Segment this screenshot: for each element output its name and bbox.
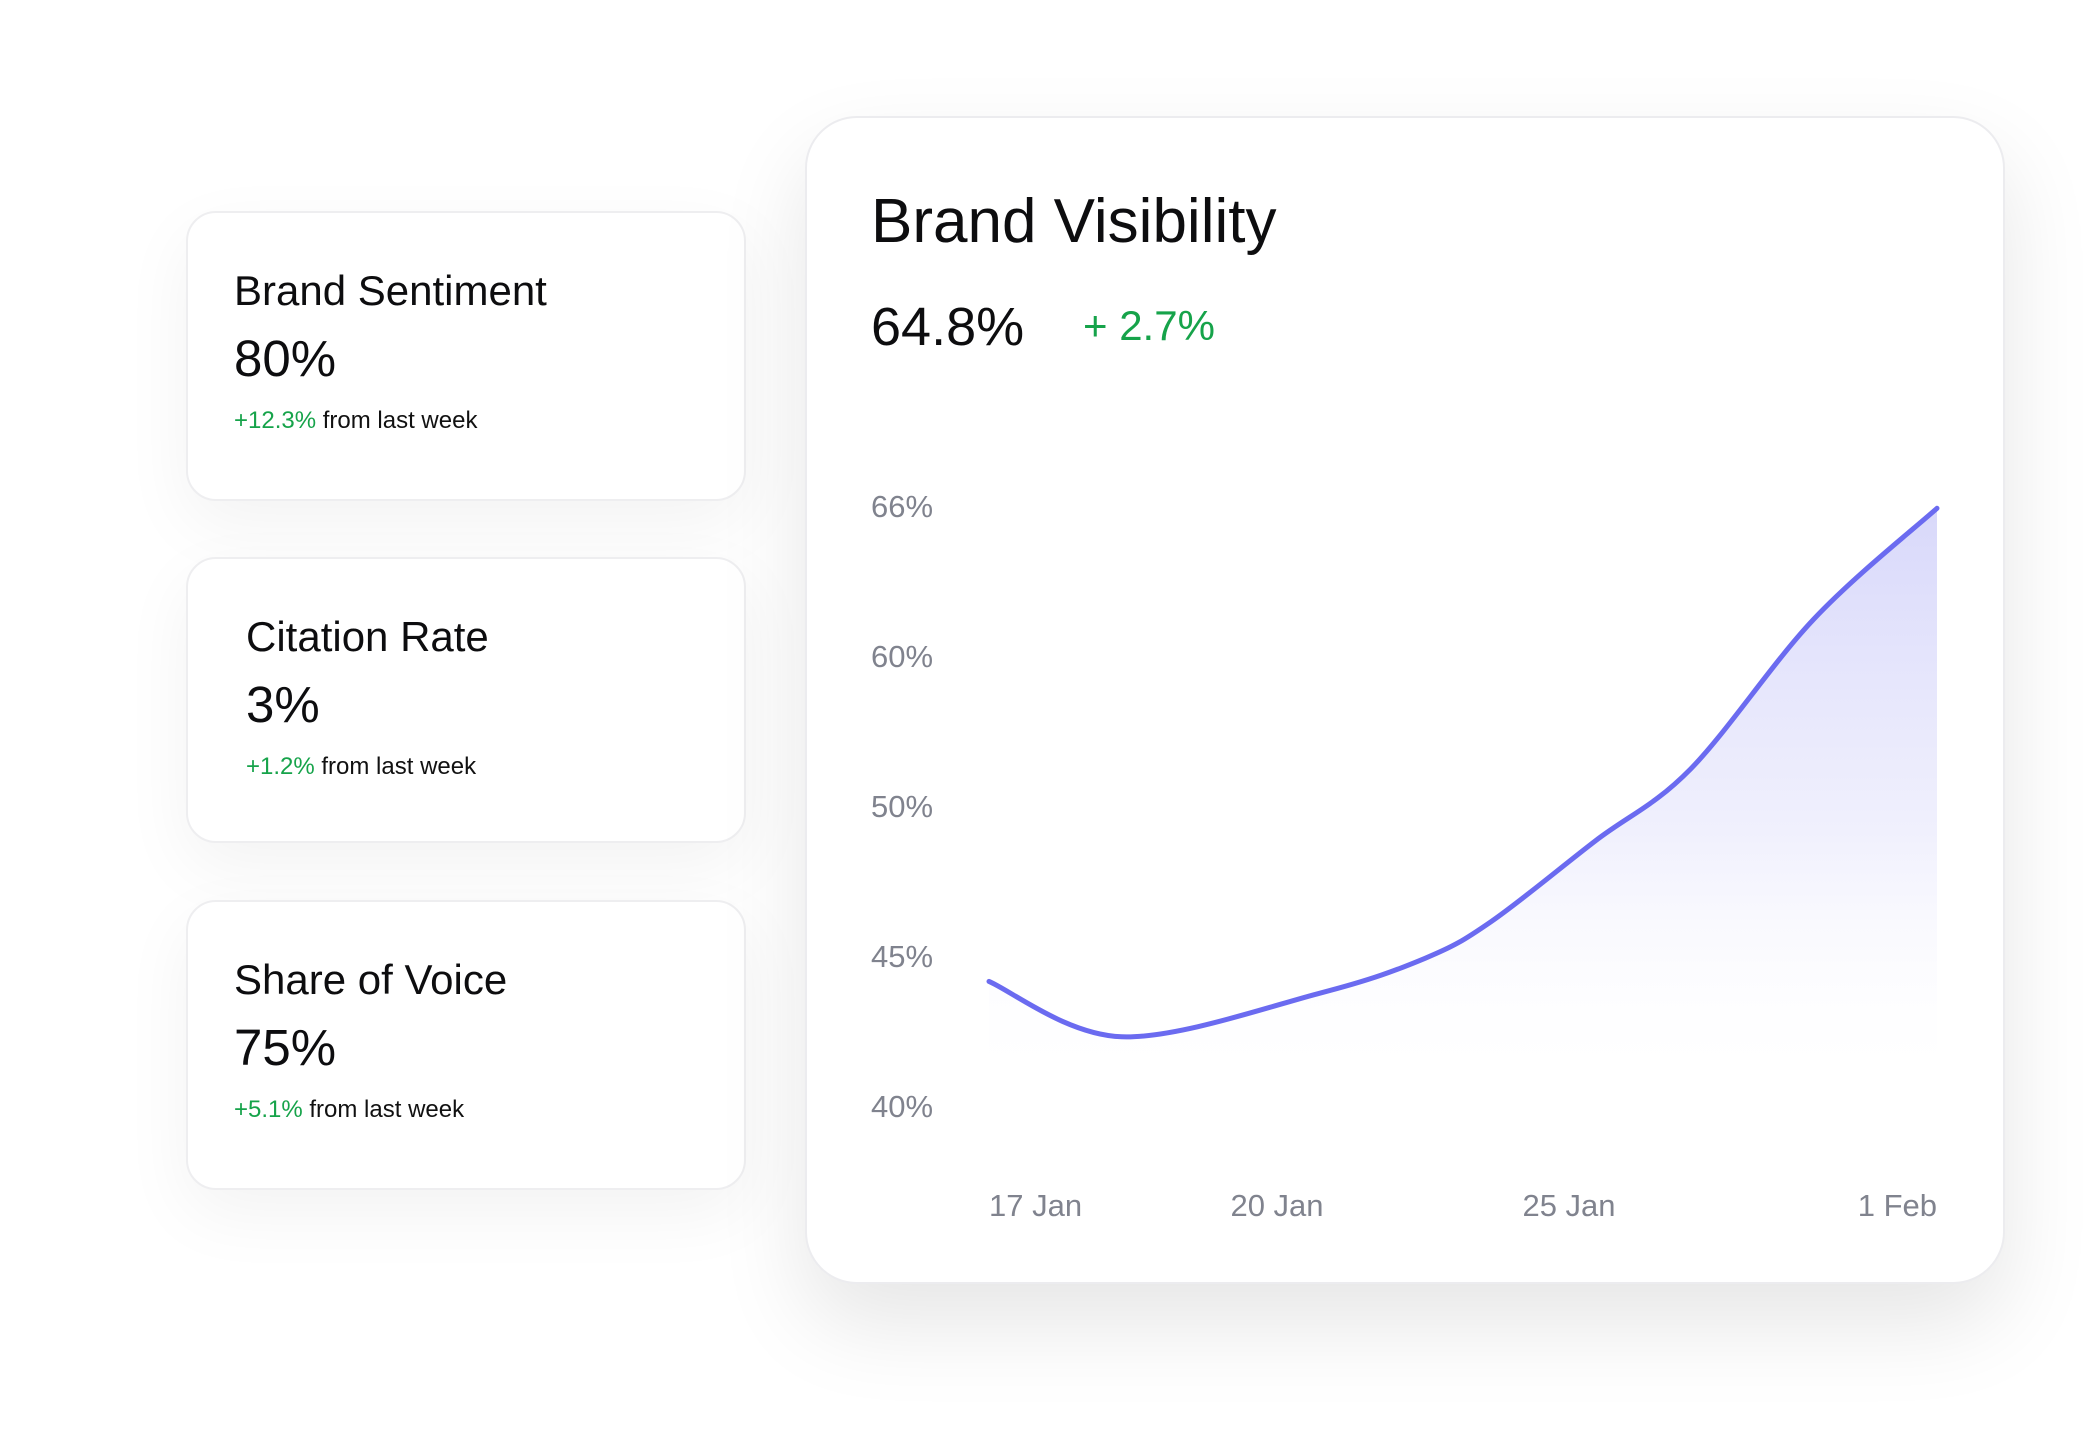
metric-change-delta: +12.3% [234, 407, 317, 434]
metric-value: 75% [234, 1019, 337, 1076]
y-tick-label: 40% [871, 1089, 933, 1124]
x-axis-ticks: 17 Jan 20 Jan 25 Jan 1 Feb [989, 1188, 1937, 1223]
citation-rate-card: Citation Rate 3% +1.2% from last week [186, 557, 746, 843]
metric-value: 3% [246, 676, 320, 733]
metric-change: +12.3% from last week [234, 407, 477, 435]
share-of-voice-card: Share of Voice 75% +5.1% from last week [186, 900, 746, 1190]
metric-change-suffix: from last week [302, 1096, 465, 1123]
metric-title: Brand Sentiment [234, 267, 547, 314]
visibility-area [989, 508, 1937, 1088]
visibility-chart: 66% 60% 50% 45% 40% 17 Jan 20 Jan 25 Jan 1 Feb [871, 489, 1940, 1223]
y-tick-label: 60% [871, 639, 933, 674]
metric-title: Citation Rate [246, 613, 489, 660]
x-tick-label: 17 Jan [989, 1188, 1082, 1223]
metric-change: +5.1% from last week [234, 1096, 464, 1124]
x-tick-label: 25 Jan [1522, 1188, 1615, 1223]
metric-change: +1.2% from last week [246, 753, 476, 781]
metric-value: 80% [234, 330, 337, 387]
brand-sentiment-card: Brand Sentiment 80% +12.3% from last wee… [186, 211, 746, 501]
metric-change-delta: +5.1% [234, 1096, 303, 1123]
visibility-value: 64.8% [871, 297, 1025, 357]
y-tick-label: 45% [871, 939, 933, 974]
y-axis-ticks: 66% 60% 50% 45% 40% [871, 489, 933, 1124]
y-tick-label: 50% [871, 789, 933, 824]
metric-change-suffix: from last week [314, 753, 477, 780]
x-tick-label: 20 Jan [1230, 1188, 1323, 1223]
visibility-change: + 2.7% [1083, 302, 1215, 349]
brand-visibility-card: Brand Visibility 64.8% + 2.7% 66% 60% 50% 4… [805, 116, 2005, 1284]
metric-title: Share of Voice [234, 956, 508, 1003]
y-tick-label: 66% [871, 489, 933, 524]
metric-change-delta: +1.2% [246, 753, 315, 780]
x-tick-label: 1 Feb [1858, 1188, 1937, 1223]
visibility-line [986, 505, 1940, 1040]
chart-title: Brand Visibility [871, 187, 1277, 256]
metric-change-suffix: from last week [316, 407, 478, 434]
